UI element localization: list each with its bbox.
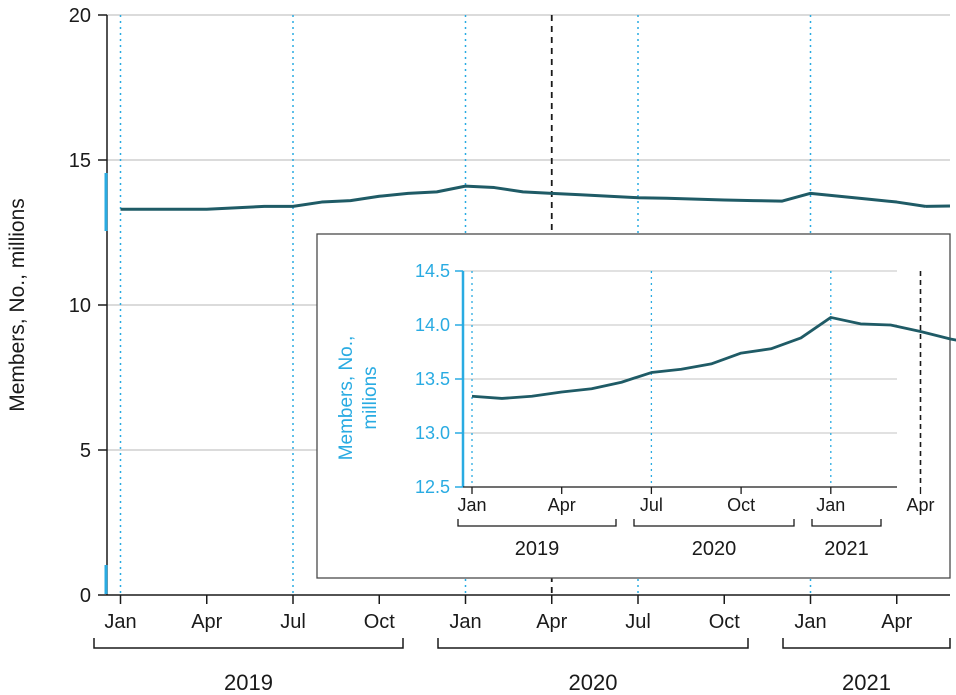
inset-y-axis-label: Members, No., millions — [336, 336, 381, 461]
x-tick-label: Apr — [536, 611, 567, 633]
y-tick-label: 10 — [69, 295, 91, 317]
year-label: 2019 — [224, 670, 273, 695]
inset-x-tick-label: Apr — [906, 495, 934, 515]
y-axis-label: Members, No., millions — [6, 198, 29, 412]
x-tick-label: Oct — [364, 611, 396, 633]
year-bracket — [782, 638, 951, 649]
x-tick-label: Oct — [709, 611, 741, 633]
inset-year-bracket — [457, 519, 617, 527]
x-tick-label: Jul — [280, 611, 306, 633]
x-tick-label: Jan — [794, 611, 826, 633]
inset-chart: 12.513.013.514.014.5JanAprJulOctJanAprJu… — [316, 233, 956, 579]
year-label: 2021 — [842, 670, 891, 695]
x-tick-label: Jul — [625, 611, 651, 633]
series-line — [120, 184, 926, 211]
inset-year-bracket — [811, 519, 882, 527]
inset-x-tick-label: Jan — [457, 495, 486, 515]
x-tick-label: Jan — [449, 611, 481, 633]
inset-series-line — [471, 316, 956, 400]
x-tick-label: Apr — [191, 611, 222, 633]
y-tick-label: 0 — [80, 585, 91, 607]
year-bracket — [93, 638, 404, 649]
inset-y-tick-label: 12.5 — [415, 477, 450, 497]
inset-x-tick-label: Jan — [816, 495, 845, 515]
year-bracket — [437, 638, 749, 649]
inset-x-tick-label: Apr — [548, 495, 576, 515]
inset-y-tick-label: 14.0 — [415, 315, 450, 335]
inset-x-tick-label: Oct — [727, 495, 755, 515]
inset-y-tick-label: 13.5 — [415, 369, 450, 389]
y-tick-label: 20 — [69, 5, 91, 27]
inset-year-bracket — [633, 519, 795, 527]
inset-year-label: 2019 — [515, 538, 560, 560]
y-tick-label: 15 — [69, 150, 91, 172]
inset-year-label: 2021 — [824, 538, 869, 560]
x-tick-label: Apr — [881, 611, 912, 633]
inset-y-tick-label: 13.0 — [415, 423, 450, 443]
inset-year-label: 2020 — [692, 538, 737, 560]
x-tick-label: Jan — [104, 611, 136, 633]
y-tick-label: 5 — [80, 440, 91, 462]
inset-x-tick-label: Jul — [640, 495, 663, 515]
year-label: 2020 — [569, 670, 618, 695]
inset-y-tick-label: 14.5 — [415, 261, 450, 281]
